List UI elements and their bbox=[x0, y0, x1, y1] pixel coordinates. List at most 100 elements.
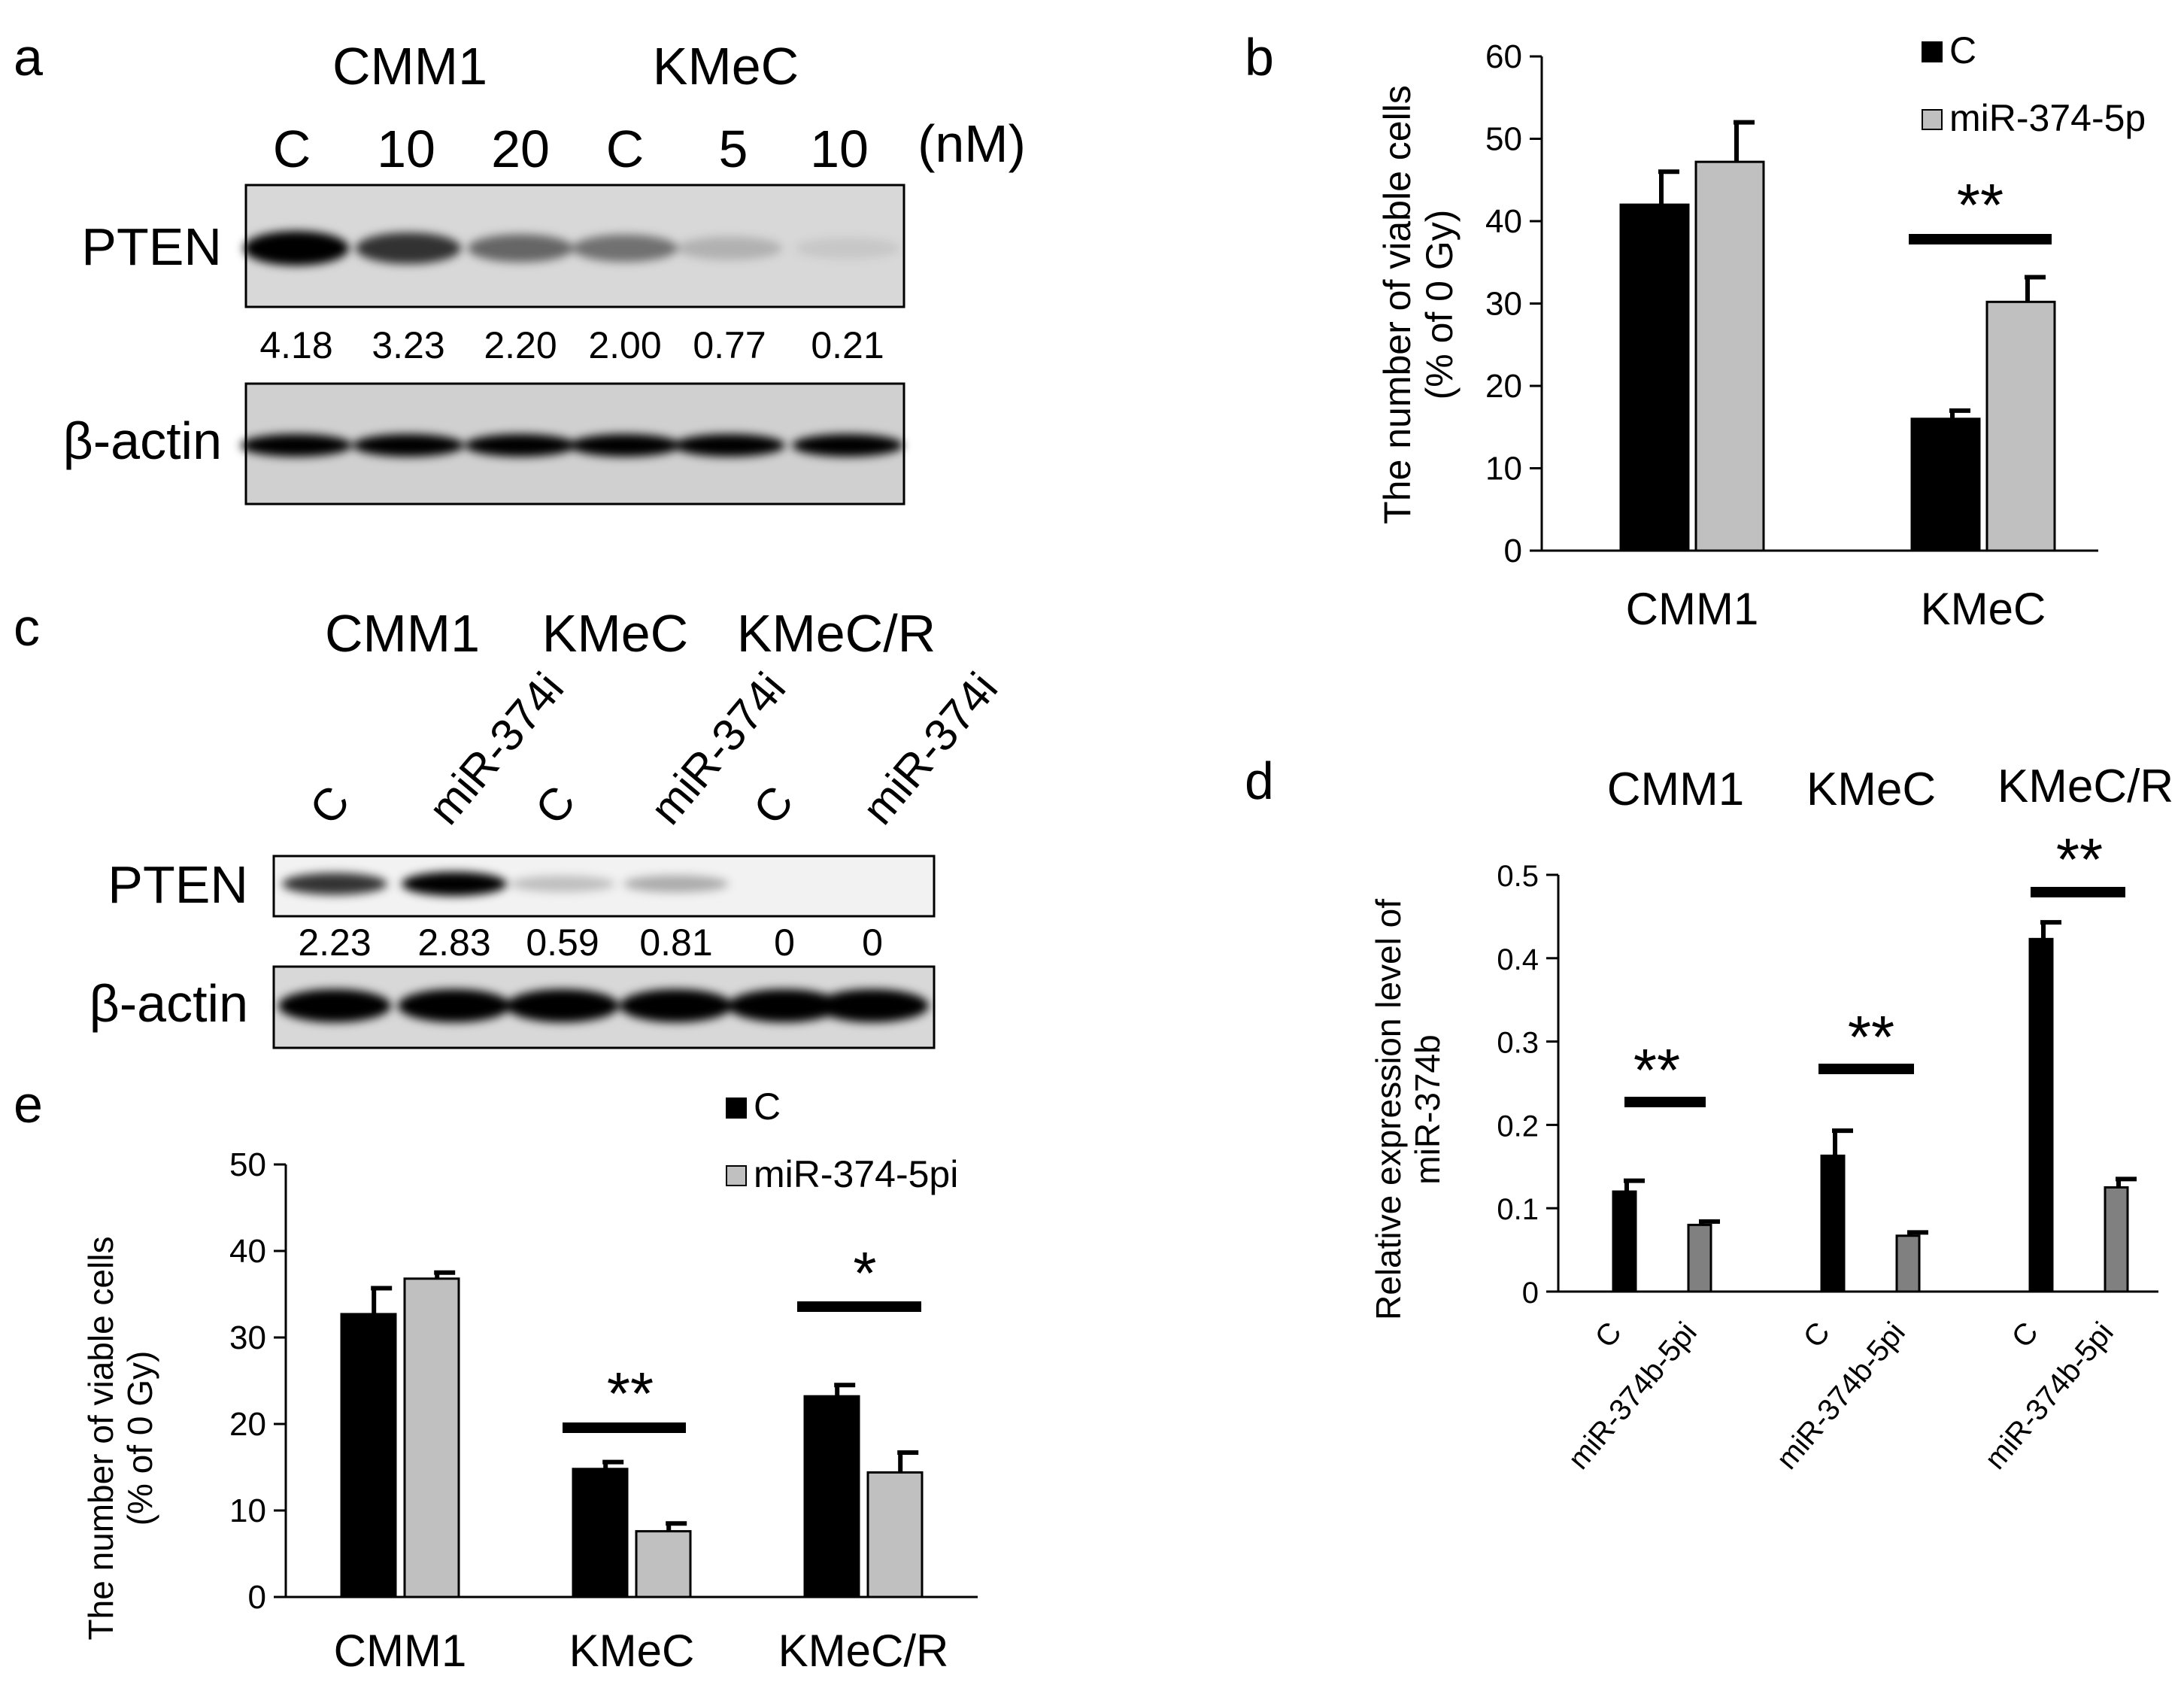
panel-c-pten-blot bbox=[272, 855, 936, 918]
panel-a-pten-band-1 bbox=[244, 231, 349, 266]
panel-e-legend-swatch-mir bbox=[726, 1165, 747, 1186]
panel-c-pten-band-1 bbox=[282, 873, 387, 895]
panel-a-pten-band-3 bbox=[468, 234, 573, 263]
panel-d-xlabel-5: C bbox=[2006, 1316, 2045, 1354]
panel-c-actin-band-2 bbox=[398, 989, 511, 1022]
panel-e-legend-label-mir: miR-374-5pi bbox=[754, 1153, 958, 1195]
panel-c-quant-1: 2.23 bbox=[298, 921, 371, 964]
panel-d-ytick-label-5: 0.5 bbox=[1497, 860, 1539, 893]
panel-d-bar-2 bbox=[1687, 1223, 1712, 1293]
panel-e-axes: 0 10 20 30 40 50 bbox=[229, 1146, 978, 1616]
panel-c-group-kmecr: KMeC/R bbox=[737, 604, 936, 663]
panel-b-bars bbox=[1619, 120, 2056, 552]
panel-c-pten-band-3 bbox=[510, 876, 615, 892]
panel-e-bar-kmecr-mir bbox=[866, 1471, 924, 1598]
panel-b-ylabel-line1: The number of viable cells bbox=[1376, 85, 1418, 524]
panel-a-actin-band-2 bbox=[353, 434, 464, 457]
panel-b-ytick-label-4: 40 bbox=[1485, 203, 1522, 240]
panel-b-legend-swatch-mir bbox=[1922, 109, 1943, 130]
panel-d-group-labels: CMM1 KMeC KMeC/R bbox=[1607, 761, 2173, 815]
panel-d-bars bbox=[1612, 920, 2137, 1293]
panel-a-quant-2: 3.23 bbox=[372, 324, 444, 366]
panel-c-lane-labels: C miR-374i C miR-374i C miR-374i bbox=[300, 663, 1008, 833]
panel-c-group-kmec: KMeC bbox=[542, 604, 688, 663]
panel-label-a: a bbox=[14, 28, 43, 87]
panel-b-legend-label-mir: miR-374-5p bbox=[1949, 97, 2146, 139]
panel-c-actin-band-1 bbox=[278, 989, 391, 1022]
panel-b: b The number of viable cells (% of 0 Gy)… bbox=[1245, 28, 2146, 634]
panel-c-group-cmm1: CMM1 bbox=[325, 604, 480, 663]
panel-d-ytick-label-3: 0.3 bbox=[1497, 1027, 1539, 1060]
panel-e-bar-cmm1-c bbox=[340, 1313, 397, 1598]
panel-b-bar-cmm1-c bbox=[1619, 203, 1690, 552]
panel-b-sig-label: ** bbox=[1957, 172, 2004, 238]
panel-label-b: b bbox=[1245, 28, 1274, 87]
panel-b-bar-kmec-c bbox=[1910, 417, 1981, 552]
panel-b-ytick-label-5: 50 bbox=[1485, 121, 1522, 158]
panel-a-actin-band-3 bbox=[465, 434, 576, 457]
panel-d-ylabel-line1: Relative expression level of bbox=[1369, 899, 1408, 1320]
panel-d-axes: 0 0.1 0.2 0.3 0.4 0.5 bbox=[1497, 860, 2158, 1310]
panel-c-pten-band-4 bbox=[623, 875, 729, 893]
panel-a-lane-6: 10 bbox=[810, 120, 869, 178]
panel-d-ytick-label-1: 0.1 bbox=[1497, 1193, 1539, 1226]
panel-e-bar-kmecr-c bbox=[803, 1395, 860, 1598]
panel-b-significance: ** bbox=[1909, 172, 2052, 244]
panel-a-lane-2: 10 bbox=[377, 120, 435, 178]
panel-c-actin-blot bbox=[272, 965, 936, 1049]
panel-e-xlabel-kmec: KMeC bbox=[569, 1626, 695, 1676]
panel-a-actin-band-5 bbox=[674, 434, 785, 457]
panel-d-xlabel-4: miR-374b-5pi bbox=[1770, 1316, 1912, 1476]
panel-e-sig-label-2: * bbox=[853, 1240, 876, 1307]
panel-e-sig-label-1: ** bbox=[607, 1360, 654, 1427]
panel-c-quant-6: 0 bbox=[862, 921, 883, 964]
panel-b-ytick-label-1: 10 bbox=[1485, 451, 1522, 487]
panel-a-lane-5: 5 bbox=[719, 120, 748, 178]
panel-d-ytick-label-4: 0.4 bbox=[1497, 943, 1539, 976]
panel-a-group-kmec: KMeC bbox=[653, 37, 799, 96]
panel-e-bar-cmm1-mir bbox=[403, 1277, 460, 1598]
panel-b-ytick-label-0: 0 bbox=[1504, 533, 1522, 569]
panel-a-quant-3: 2.20 bbox=[484, 324, 557, 366]
panel-d-bar-3 bbox=[1820, 1154, 1846, 1293]
panel-a: a CMM1 KMeC C 10 20 C 5 10 (nM) PTEN 4.1… bbox=[14, 28, 1026, 506]
panel-c-actin-label: β-actin bbox=[89, 974, 248, 1033]
panel-d-group-kmec: KMeC bbox=[1806, 764, 1936, 815]
panel-b-ytick-label-6: 60 bbox=[1485, 38, 1522, 75]
panel-d-sig-label-2: ** bbox=[1848, 1003, 1894, 1070]
panel-d-significance: ** ** ** bbox=[1624, 826, 2125, 1107]
panel-label-c: c bbox=[14, 598, 40, 657]
panel-a-quant-values: 4.18 3.23 2.20 2.00 0.77 0.21 bbox=[259, 324, 884, 366]
panel-a-group-cmm1: CMM1 bbox=[332, 37, 487, 96]
panel-e-xlabel-kmecr: KMeC/R bbox=[778, 1626, 949, 1676]
panel-e-ytick-label-4: 40 bbox=[229, 1233, 266, 1270]
panel-b-legend-swatch-c bbox=[1922, 41, 1943, 62]
panel-d-xlabel-3: C bbox=[1797, 1316, 1837, 1354]
panel-c-quant-values: 2.23 2.83 0.59 0.81 0 0 bbox=[298, 921, 883, 964]
panel-a-quant-4: 2.00 bbox=[588, 324, 661, 366]
panel-e-ytick-label-5: 50 bbox=[229, 1146, 266, 1183]
panel-d-ylabel-line2: miR-374b bbox=[1408, 1034, 1447, 1184]
panel-e-ytick-label-2: 20 bbox=[229, 1406, 266, 1443]
panel-b-ytick-label-3: 30 bbox=[1485, 286, 1522, 323]
panel-e-ylabel-line1: The number of viable cells bbox=[81, 1237, 120, 1641]
panel-a-quant-1: 4.18 bbox=[259, 324, 332, 366]
panel-a-lane-labels: C 10 20 C 5 10 (nM) bbox=[273, 114, 1026, 178]
panel-b-bar-cmm1-mir bbox=[1694, 160, 1765, 552]
panel-a-actin-band-6 bbox=[792, 434, 903, 457]
panel-e-ylabel-line2: (% of 0 Gy) bbox=[120, 1351, 159, 1526]
panel-c-quant-3: 0.59 bbox=[526, 921, 599, 964]
panel-c-lane-5: C bbox=[744, 776, 803, 833]
panel-a-pten-band-4 bbox=[572, 234, 678, 263]
panel-a-actin-band-1 bbox=[241, 434, 352, 457]
panel-e-legend-label-c: C bbox=[754, 1085, 781, 1128]
panel-e-ytick-label-1: 10 bbox=[229, 1492, 266, 1529]
panel-d-bar-1 bbox=[1612, 1190, 1637, 1293]
panel-b-ylabel-line2: (% of 0 Gy) bbox=[1418, 210, 1461, 400]
panel-e-x-labels: CMM1 KMeC KMeC/R bbox=[334, 1626, 949, 1676]
panel-d-ylabel: Relative expression level of miR-374b bbox=[1369, 899, 1447, 1320]
panel-d-ytick-label-0: 0 bbox=[1522, 1277, 1539, 1310]
panel-e: e The number of viable cells (% of 0 Gy)… bbox=[14, 1075, 978, 1676]
panel-d-sig-label-3: ** bbox=[2056, 826, 2103, 893]
panel-c-lane-3: C bbox=[526, 776, 585, 833]
